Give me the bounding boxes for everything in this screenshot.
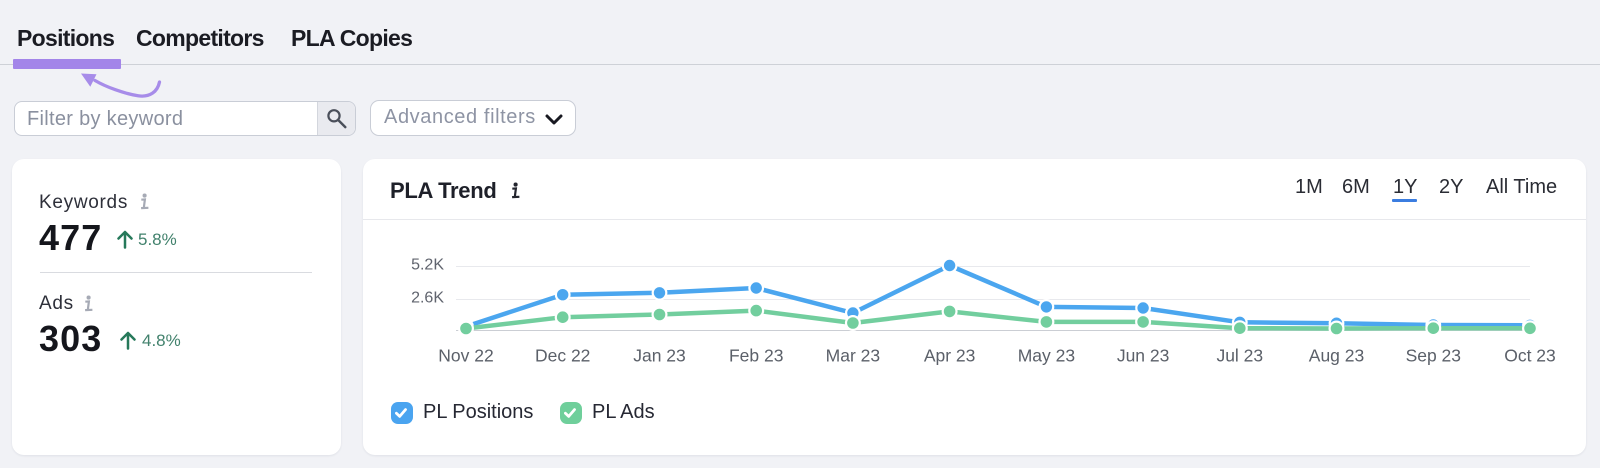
svg-text:Sep 23: Sep 23 xyxy=(1406,345,1461,365)
svg-text:Jun 23: Jun 23 xyxy=(1117,345,1170,365)
svg-text:Dec 22: Dec 22 xyxy=(535,345,590,365)
svg-text:Aug 23: Aug 23 xyxy=(1309,345,1364,365)
svg-text:Oct 23: Oct 23 xyxy=(1504,345,1556,365)
svg-text:Jul 23: Jul 23 xyxy=(1216,345,1263,365)
svg-text:5.2K: 5.2K xyxy=(411,257,444,274)
svg-text:Feb 23: Feb 23 xyxy=(729,345,783,365)
svg-text:2.6K: 2.6K xyxy=(411,290,444,307)
svg-text:May 23: May 23 xyxy=(1018,345,1075,365)
svg-text:Mar 23: Mar 23 xyxy=(826,345,880,365)
svg-text:Jan 23: Jan 23 xyxy=(633,345,686,365)
svg-text:Apr 23: Apr 23 xyxy=(924,345,976,365)
svg-text:Nov 22: Nov 22 xyxy=(438,345,493,365)
